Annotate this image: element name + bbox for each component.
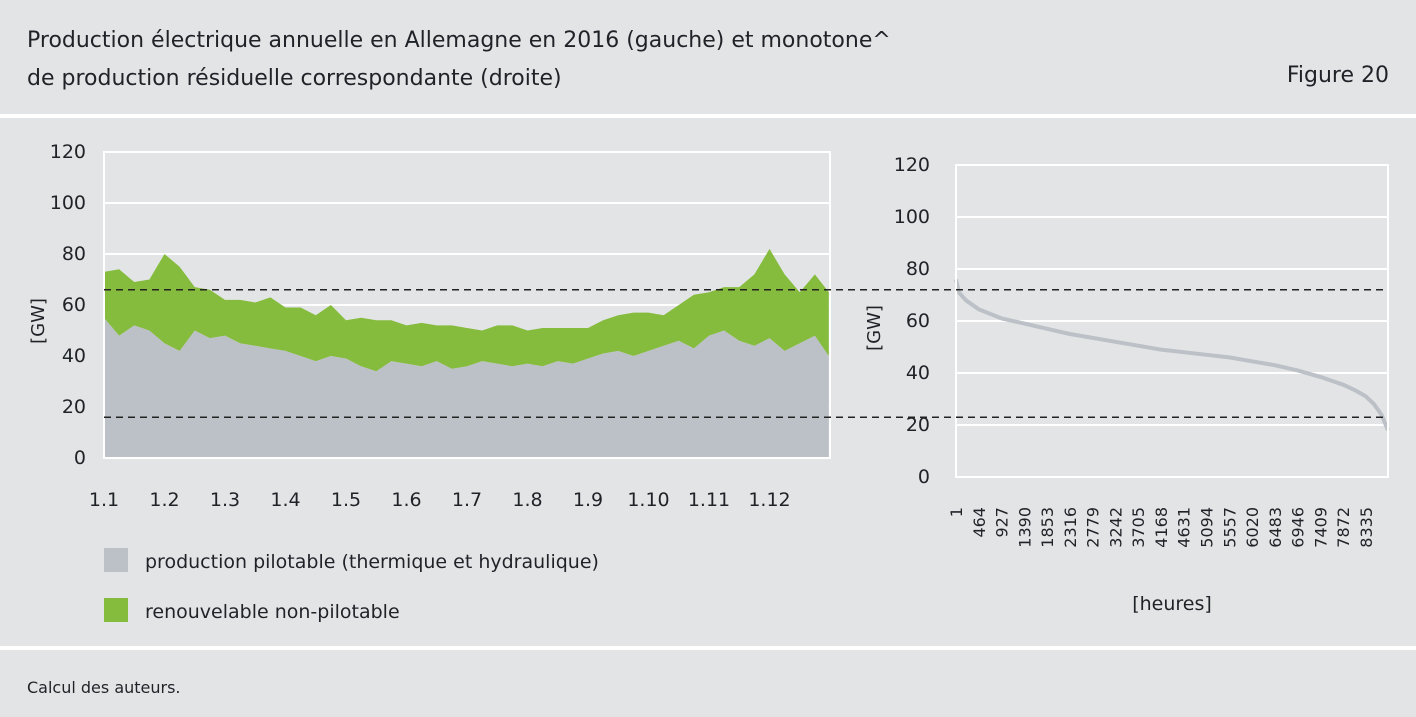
right-x-tick-label: 7409 (1311, 507, 1330, 548)
left-x-tick-label: 1.3 (210, 489, 240, 511)
right-x-tick-label: 1 (947, 507, 966, 517)
right-x-tick-label: 2316 (1061, 507, 1080, 548)
right-y-tick-labels: 0 20 40 60 80 100 120 (894, 154, 930, 488)
left-y-tick-label: 20 (62, 396, 86, 418)
left-chart: 0 20 40 60 80 100 120 1.1 1.2 1.3 1.4 1.5 1.6 1.7 1.8… (28, 141, 831, 511)
right-y-tick-label: 80 (906, 258, 930, 280)
duration-curve-line (954, 278, 1390, 431)
right-y-tick-label: 40 (906, 362, 930, 384)
chart-title: Production électrique annuelle en Allema… (27, 28, 891, 91)
left-x-tick-label: 1.1 (89, 489, 119, 511)
left-y-tick-label: 0 (74, 447, 86, 469)
figure-label: Figure 20 (1286, 63, 1389, 88)
right-x-tick-label: 464 (970, 507, 989, 538)
right-x-tick-labels: 1 464 927 1390 1853 2316 2779 3242 3705 4168 4631 5… (947, 507, 1376, 548)
left-x-tick-label: 1.5 (331, 489, 361, 511)
right-x-tick-label: 1390 (1015, 507, 1034, 548)
source-note: Calcul des auteurs. (27, 678, 181, 697)
right-y-tick-label: 100 (894, 206, 930, 228)
legend-label-dispatchable: production pilotable (thermique et hydra… (145, 551, 599, 573)
right-y-tick-label: 120 (894, 154, 930, 176)
right-x-tick-label: 1853 (1038, 507, 1057, 548)
right-plot-frame (955, 164, 1389, 478)
left-y-tick-label: 80 (62, 243, 86, 265)
left-x-tick-label: 1.9 (573, 489, 603, 511)
legend-label-renewable: renouvelable non-pilotable (145, 601, 400, 623)
right-x-tick-label: 8335 (1357, 507, 1376, 548)
chart-area: 0 20 40 60 80 100 120 1.1 1.2 1.3 1.4 1.5 1.6 1.7 1.8… (0, 118, 1416, 646)
right-x-tick-label: 5094 (1198, 507, 1217, 548)
right-duration-curve (954, 278, 1390, 431)
right-y-axis-label: [GW] (864, 305, 885, 351)
left-x-tick-label: 1.4 (270, 489, 300, 511)
right-x-axis-label: [heures] (1132, 593, 1212, 615)
right-x-tick-label: 6020 (1243, 507, 1262, 548)
right-x-tick-label: 7872 (1334, 507, 1353, 548)
left-x-tick-labels: 1.1 1.2 1.3 1.4 1.5 1.6 1.7 1.8 1.9 1.10 1.11 1.12 (89, 489, 791, 511)
right-y-tick-label: 0 (918, 466, 930, 488)
left-x-tick-label: 1.7 (452, 489, 482, 511)
left-y-tick-label: 60 (62, 294, 86, 316)
legend-swatch-renewable (104, 598, 128, 622)
right-x-tick-label: 3242 (1106, 507, 1125, 548)
bottom-divider (0, 646, 1416, 650)
right-x-tick-label: 6946 (1289, 507, 1308, 548)
left-x-tick-label: 1.12 (748, 489, 790, 511)
left-x-tick-label: 1.10 (627, 489, 669, 511)
right-x-tick-label: 2779 (1084, 507, 1103, 548)
left-y-tick-label: 40 (62, 345, 86, 367)
right-x-tick-label: 4631 (1175, 507, 1194, 548)
dispatchable-area (104, 317, 829, 458)
right-y-tick-label: 20 (906, 414, 930, 436)
left-frame-border (103, 151, 831, 459)
left-x-tick-label: 1.6 (391, 489, 421, 511)
left-y-axis-label: [GW] (28, 298, 49, 344)
left-x-tick-label: 1.2 (149, 489, 179, 511)
left-plot-frame (103, 151, 831, 459)
top-divider (0, 114, 1416, 118)
left-y-tick-label: 100 (50, 192, 86, 214)
reference-lines (104, 288, 1388, 418)
renewable-area (104, 248, 829, 372)
left-x-tick-label: 1.11 (688, 489, 730, 511)
left-x-tick-label: 1.8 (512, 489, 542, 511)
left-y-tick-label: 120 (50, 141, 86, 163)
right-x-tick-label: 3705 (1129, 507, 1148, 548)
right-x-tick-label: 927 (993, 507, 1012, 538)
right-x-tick-label: 4168 (1152, 507, 1171, 548)
right-x-tick-label: 6483 (1266, 507, 1285, 548)
left-area-series (104, 248, 829, 458)
left-y-tick-labels: 0 20 40 60 80 100 120 (50, 141, 86, 469)
legend: production pilotable (thermique et hydra… (104, 548, 599, 623)
right-frame-border (955, 164, 1389, 478)
right-y-tick-label: 60 (906, 310, 930, 332)
legend-swatch-dispatchable (104, 548, 128, 572)
right-x-tick-label: 5557 (1220, 507, 1239, 548)
header: Production électrique annuelle en Allema… (0, 0, 1416, 114)
